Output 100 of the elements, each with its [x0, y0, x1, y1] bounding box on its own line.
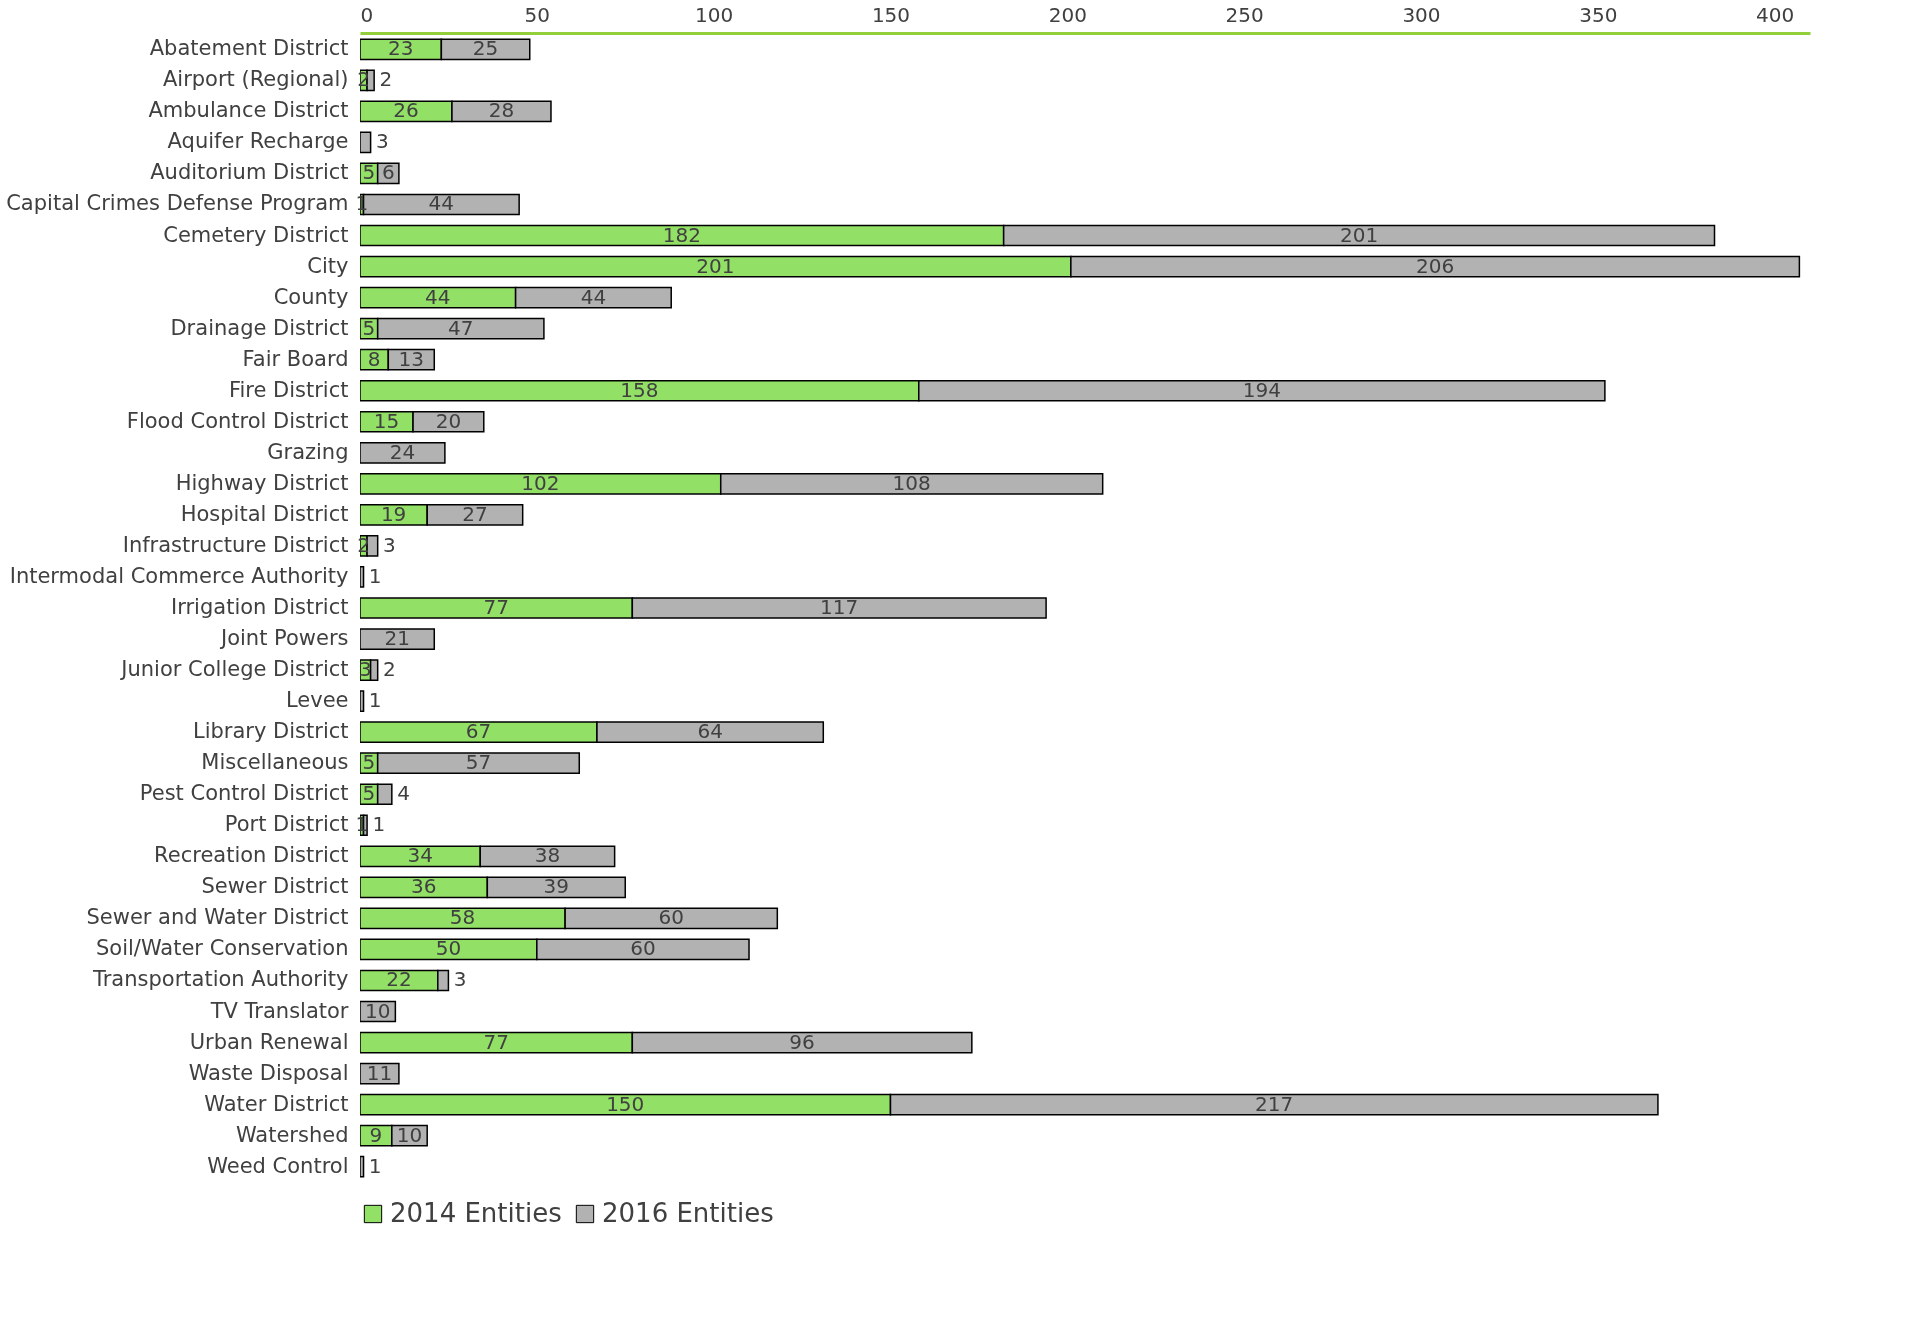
data-label: 3 — [382, 532, 396, 557]
y-tick-label: Irrigation District — [171, 595, 349, 619]
data-label: 5 — [362, 781, 376, 806]
data-label: 15 — [373, 408, 400, 433]
data-label: 38 — [534, 843, 561, 868]
bar — [360, 1155, 365, 1178]
y-tick-label: Highway District — [175, 470, 349, 495]
x-tick-label: 400 — [1756, 2, 1795, 27]
data-label: 64 — [697, 719, 723, 744]
y-tick-label: Cemetery District — [163, 222, 349, 247]
data-label: 102 — [521, 470, 560, 495]
data-label: 150 — [606, 1091, 645, 1116]
legend-label: 2014 Entities — [390, 1198, 562, 1228]
data-label: 201 — [696, 253, 735, 278]
y-tick-label: Junior College District — [119, 657, 349, 682]
y-tick-label: Water District — [204, 1091, 349, 1116]
data-label: 158 — [620, 377, 659, 402]
x-tick-label: 200 — [1048, 2, 1087, 27]
data-label: 11 — [366, 1060, 393, 1085]
data-label: 39 — [543, 874, 570, 899]
data-label: 10 — [364, 998, 391, 1023]
data-label: 58 — [449, 905, 476, 930]
bar — [360, 566, 365, 588]
x-tick-label: 0 — [360, 2, 374, 27]
bar — [360, 628, 436, 650]
data-label: 20 — [435, 408, 462, 433]
data-label: 44 — [580, 284, 607, 309]
y-tick-label: Joint Powers — [218, 626, 349, 651]
x-tick-label: 100 — [695, 2, 734, 27]
y-tick-label: Sewer District — [201, 874, 349, 899]
y-tick-label: Waste Disposal — [188, 1060, 349, 1085]
x-tick-label: 150 — [871, 2, 911, 27]
data-label: 21 — [384, 626, 410, 651]
data-label: 1 — [368, 1153, 382, 1178]
legend-label: 2016 Entities — [602, 1198, 774, 1228]
bar — [360, 690, 365, 712]
data-label: 13 — [398, 346, 425, 371]
x-tick-label: 50 — [524, 2, 551, 27]
data-label: 26 — [393, 98, 419, 123]
y-tick-label: Recreation District — [154, 843, 349, 868]
y-tick-label: Library District — [192, 719, 349, 744]
data-label: 1 — [355, 191, 369, 216]
data-label: 108 — [892, 470, 931, 495]
data-label: 25 — [472, 36, 499, 61]
data-label: 44 — [428, 191, 455, 216]
y-tick-label: County — [273, 284, 349, 309]
x-tick-label: 300 — [1402, 2, 1441, 27]
data-label: 19 — [380, 501, 407, 526]
data-label: 117 — [820, 595, 859, 619]
data-label: 57 — [465, 750, 492, 775]
data-label: 24 — [389, 439, 416, 464]
data-label: 77 — [483, 1029, 509, 1054]
y-tick-label: Abatement District — [149, 36, 349, 61]
y-tick-label: Weed Control — [207, 1153, 349, 1178]
data-label: 22 — [386, 967, 412, 992]
data-label: 3 — [453, 967, 467, 992]
data-label: 182 — [662, 222, 701, 247]
data-label: 1 — [368, 563, 382, 588]
data-label: 44 — [425, 284, 451, 309]
y-tick-label: Capital Crimes Defense Program — [6, 191, 349, 216]
y-tick-label: Infrastructure District — [122, 532, 349, 557]
data-label: 206 — [1416, 253, 1455, 278]
data-label: 10 — [396, 1122, 423, 1147]
y-tick-label: Urban Renewal — [189, 1029, 349, 1054]
y-tick-label: Port District — [224, 812, 349, 837]
data-label: 47 — [448, 315, 474, 340]
data-label: 27 — [462, 501, 488, 526]
data-label: 67 — [465, 719, 492, 744]
data-label: 5 — [362, 160, 376, 185]
data-label: 1 — [368, 688, 382, 713]
bar — [360, 131, 372, 154]
y-tick-label: Transportation Authority — [91, 967, 349, 992]
data-label: 36 — [410, 874, 437, 899]
data-label: 50 — [435, 936, 462, 961]
y-tick-label: Drainage District — [170, 315, 349, 340]
data-label: 8 — [367, 346, 381, 371]
x-tick-label: 350 — [1579, 2, 1618, 27]
y-tick-label: Hospital District — [180, 501, 349, 526]
y-tick-label: Flood Control District — [126, 408, 349, 433]
data-label: 96 — [789, 1029, 815, 1054]
data-label: 4 — [397, 781, 410, 806]
data-label: 28 — [488, 98, 515, 123]
data-label: 2 — [382, 657, 396, 682]
data-label: 1 — [372, 812, 386, 837]
data-label: 2 — [379, 67, 393, 92]
y-tick-label: Aquifer Recharge — [167, 129, 349, 154]
y-tick-label: TV Translator — [209, 998, 349, 1023]
data-label: 217 — [1255, 1091, 1294, 1116]
data-label: 77 — [483, 595, 509, 619]
y-tick-label: Watershed — [235, 1122, 349, 1147]
y-tick-label: Ambulance District — [148, 98, 349, 123]
data-label: 60 — [658, 905, 684, 930]
data-label: 23 — [387, 36, 414, 61]
x-tick-label: 250 — [1225, 2, 1264, 27]
y-tick-label: Sewer and Water District — [86, 905, 349, 930]
data-label: 60 — [630, 936, 656, 961]
data-label: 9 — [369, 1122, 383, 1147]
data-label: 194 — [1242, 377, 1281, 402]
data-label: 2 — [357, 67, 370, 92]
data-label: 201 — [1339, 222, 1379, 247]
